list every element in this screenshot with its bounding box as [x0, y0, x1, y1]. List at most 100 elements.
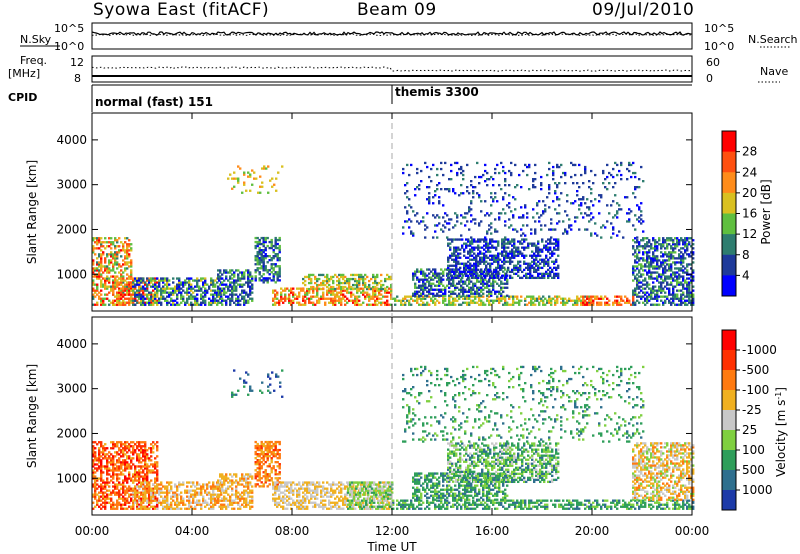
range-cell: [362, 301, 365, 304]
range-cell: [204, 291, 207, 294]
range-cell: [160, 297, 163, 300]
range-cell: [556, 222, 559, 225]
range-cell: [580, 212, 583, 215]
range-cell: [410, 230, 413, 233]
range-cell: [662, 241, 665, 244]
range-cell: [124, 503, 127, 506]
range-cell: [616, 163, 619, 167]
range-cell: [114, 251, 117, 254]
range-cell: [278, 275, 281, 278]
range-cell: [408, 218, 411, 221]
range-cell: [438, 301, 441, 304]
range-cell: [430, 180, 433, 183]
range-cell: [126, 251, 129, 254]
range-cell: [652, 291, 655, 294]
range-cell: [501, 266, 504, 270]
range-cell: [102, 265, 105, 268]
range-cell: [160, 287, 163, 290]
range-cell: [100, 275, 103, 278]
range-cell: [104, 277, 107, 280]
range-cell: [636, 261, 639, 264]
range-cell: [214, 301, 217, 304]
range-cell: [676, 279, 679, 282]
range-cell: [136, 491, 139, 494]
range-cell: [638, 301, 641, 304]
range-cell: [116, 501, 119, 504]
range-cell: [444, 161, 447, 165]
range-cell: [486, 270, 489, 273]
range-cell: [174, 287, 177, 290]
range-cell: [430, 284, 433, 287]
range-cell: [247, 293, 250, 296]
range-cell: [534, 299, 537, 302]
range-cell: [604, 226, 607, 229]
range-cell: [322, 293, 325, 296]
range-cell: [688, 253, 691, 256]
range-cell: [430, 276, 433, 279]
range-cell: [682, 269, 685, 272]
range-cell: [644, 283, 647, 286]
range-cell: [547, 274, 550, 278]
range-cell: [486, 290, 489, 293]
range-cell: [122, 479, 125, 482]
range-cell: [104, 483, 107, 486]
range-cell: [543, 276, 546, 280]
range-cell: [225, 271, 228, 274]
range-cell: [229, 289, 232, 292]
range-cell: [116, 301, 119, 304]
range-cell: [118, 297, 121, 300]
range-cell: [158, 299, 161, 302]
range-cell: [92, 483, 95, 486]
range-cell: [496, 299, 499, 302]
range-cell: [430, 299, 433, 302]
range-cell: [458, 194, 461, 197]
range-cell: [138, 507, 141, 510]
range-cell: [509, 242, 512, 245]
range-cell: [664, 279, 667, 282]
range-cell: [370, 303, 373, 306]
range-cell: [434, 268, 437, 271]
range-cell: [420, 297, 423, 300]
range-cell: [620, 163, 623, 167]
range-cell: [358, 289, 361, 292]
range-cell: [628, 169, 631, 173]
range-cell: [256, 259, 259, 262]
range-cell: [692, 239, 695, 242]
range-cell: [541, 248, 544, 251]
range-cell: [358, 275, 361, 279]
range-cell: [152, 295, 155, 298]
range-cell: [517, 270, 520, 274]
range-cell: [638, 263, 641, 266]
range-cell: [114, 473, 117, 476]
range-cell: [132, 453, 135, 456]
range-cell: [114, 253, 117, 256]
range-cell: [342, 281, 345, 285]
range-cell: [140, 457, 143, 460]
range-cell: [686, 287, 689, 290]
range-cell: [98, 461, 101, 464]
range-cell: [152, 497, 155, 500]
range-cell: [632, 239, 635, 242]
range-cell: [156, 469, 159, 472]
range-cell: [262, 240, 265, 244]
range-cell: [482, 282, 485, 285]
range-cell: [190, 287, 193, 290]
range-cell: [261, 181, 264, 184]
range-cell: [560, 163, 563, 167]
range-cell: [122, 285, 125, 288]
range-cell: [340, 281, 343, 285]
range-cell: [632, 293, 635, 296]
range-cell: [126, 247, 129, 250]
range-cell: [154, 295, 157, 298]
range-cell: [471, 238, 474, 241]
range-cell: [664, 261, 667, 264]
range-cell: [138, 481, 141, 484]
range-cell: [194, 303, 197, 306]
range-cell: [136, 283, 139, 286]
range-cell: [686, 285, 689, 288]
range-cell: [212, 281, 215, 284]
range-cell: [130, 249, 133, 252]
range-cell: [227, 289, 230, 292]
range-cell: [170, 287, 173, 290]
range-cell: [122, 291, 125, 294]
